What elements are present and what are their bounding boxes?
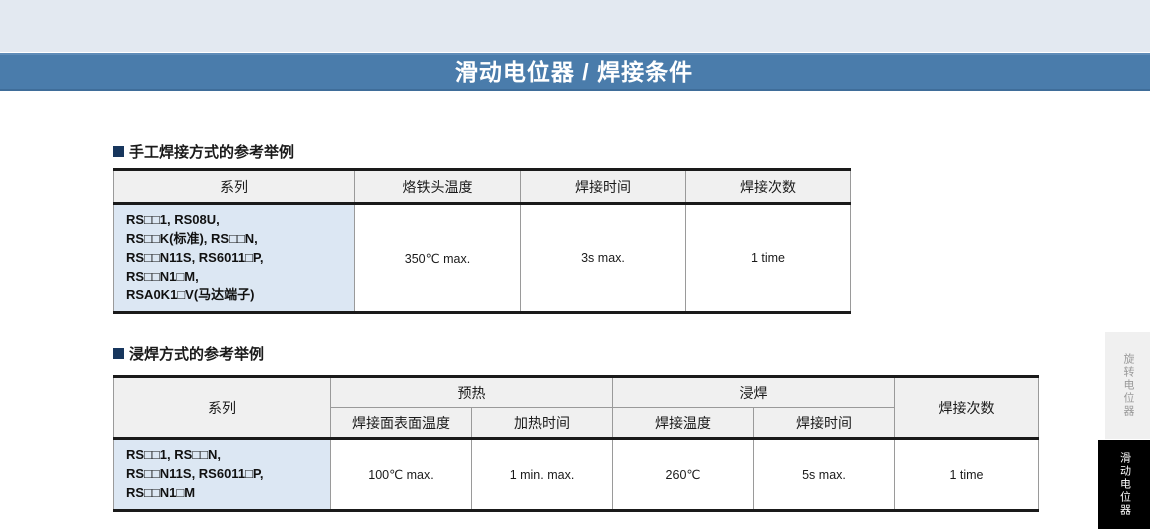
section-heading-manual-soldering: 手工焊接方式的参考举例 xyxy=(113,141,294,162)
series-line: RS□□1, RS□□N, xyxy=(126,447,221,463)
col-header-series: 系列 xyxy=(113,375,331,440)
cell-preheat-surface-temp: 100℃ max. xyxy=(330,438,472,512)
cell-series-list: RS□□1, RS□□N, RS□□N11S, RS6011□P, RS□□N1… xyxy=(113,438,331,512)
table-header-row: 系列 烙铁头温度 焊接时间 焊接次数 xyxy=(113,168,851,205)
band-hairline xyxy=(0,52,1150,53)
table-header-row-sub: 焊接面表面温度 加热时间 焊接温度 焊接时间 xyxy=(114,407,1039,440)
col-header-dip-group: 浸焊 xyxy=(612,375,895,408)
section-heading-dip-soldering: 浸焊方式的参考举例 xyxy=(113,343,264,364)
top-decorative-band xyxy=(0,0,1150,52)
series-line: RS□□1, RS08U, xyxy=(126,212,220,227)
cell-dip-time: 5s max. xyxy=(753,438,895,512)
series-line: RS□□N1□M xyxy=(126,484,196,500)
col-header-iron-temp: 烙铁头温度 xyxy=(354,168,521,205)
table-row: RS□□1, RS□□N, RS□□N11S, RS6011□P, RS□□N1… xyxy=(113,438,1039,512)
col-header-dip-time: 焊接时间 xyxy=(753,407,895,440)
col-header-series: 系列 xyxy=(113,168,355,205)
table-header-row-group: 系列 预热 浸焊 焊接次数 xyxy=(113,375,1039,440)
col-header-solder-time: 焊接时间 xyxy=(520,168,686,205)
side-tab-slide-potentiometer[interactable]: 滑动电位器 xyxy=(1098,440,1150,529)
cell-solder-time: 3s max. xyxy=(520,202,686,315)
series-line: RS□□N1□M, xyxy=(126,268,199,284)
cell-solder-count: 1 time xyxy=(894,438,1039,512)
dip-table-body: RS□□1, RS□□N, RS□□N11S, RS6011□P, RS□□N1… xyxy=(113,438,1039,512)
series-line: RS□□N11S, RS6011□P, xyxy=(126,466,264,482)
col-header-preheat-group: 预热 xyxy=(330,375,613,408)
table-row: RS□□1, RS08U, RS□□K(标准), RS□□N, RS□□N11S… xyxy=(113,202,851,315)
manual-table-body: RS□□1, RS08U, RS□□K(标准), RS□□N, RS□□N11S… xyxy=(113,202,851,315)
series-line: RSA0K1□V(马达端子) xyxy=(126,287,255,303)
square-bullet-icon xyxy=(113,146,124,157)
side-tab-rotary-label: 旋转电位器 xyxy=(1122,353,1134,418)
col-header-preheat-surface-temp: 焊接面表面温度 xyxy=(330,407,472,440)
cell-solder-count: 1 time xyxy=(685,202,851,315)
section-heading-manual-label: 手工焊接方式的参考举例 xyxy=(129,144,295,161)
col-header-preheat-time: 加热时间 xyxy=(471,407,613,440)
col-header-solder-count: 焊接次数 xyxy=(894,375,1039,440)
section-heading-dip-label: 浸焊方式的参考举例 xyxy=(129,346,265,363)
col-header-solder-count: 焊接次数 xyxy=(685,168,851,205)
side-tab-rotary-potentiometer[interactable]: 旋转电位器 xyxy=(1105,332,1150,439)
series-line: RS□□K(标准), RS□□N, xyxy=(126,230,258,246)
cell-preheat-time: 1 min. max. xyxy=(471,438,613,512)
page-title-bar: 滑动电位器 / 焊接条件 xyxy=(0,53,1150,91)
square-bullet-icon xyxy=(113,348,124,359)
cell-iron-temp: 350℃ max. xyxy=(354,202,521,315)
dip-table-head: 系列 预热 浸焊 焊接次数 焊接面表面温度 加热时间 焊接温度 焊接时间 xyxy=(113,375,1039,440)
col-header-dip-temp: 焊接温度 xyxy=(612,407,754,440)
side-tab-slide-label: 滑动电位器 xyxy=(1118,452,1131,517)
cell-series-list: RS□□1, RS08U, RS□□K(标准), RS□□N, RS□□N11S… xyxy=(113,202,355,315)
dip-soldering-table: 系列 预热 浸焊 焊接次数 焊接面表面温度 加热时间 焊接温度 焊接时间 RS□… xyxy=(113,375,1039,512)
series-line: RS□□N11S, RS6011□P, xyxy=(126,249,264,265)
cell-dip-temp: 260℃ xyxy=(612,438,754,512)
manual-soldering-table: 系列 烙铁头温度 焊接时间 焊接次数 RS□□1, RS08U, RS□□K(标… xyxy=(113,168,851,315)
page-title: 滑动电位器 / 焊接条件 xyxy=(454,58,694,85)
manual-table-head: 系列 烙铁头温度 焊接时间 焊接次数 xyxy=(113,168,851,205)
